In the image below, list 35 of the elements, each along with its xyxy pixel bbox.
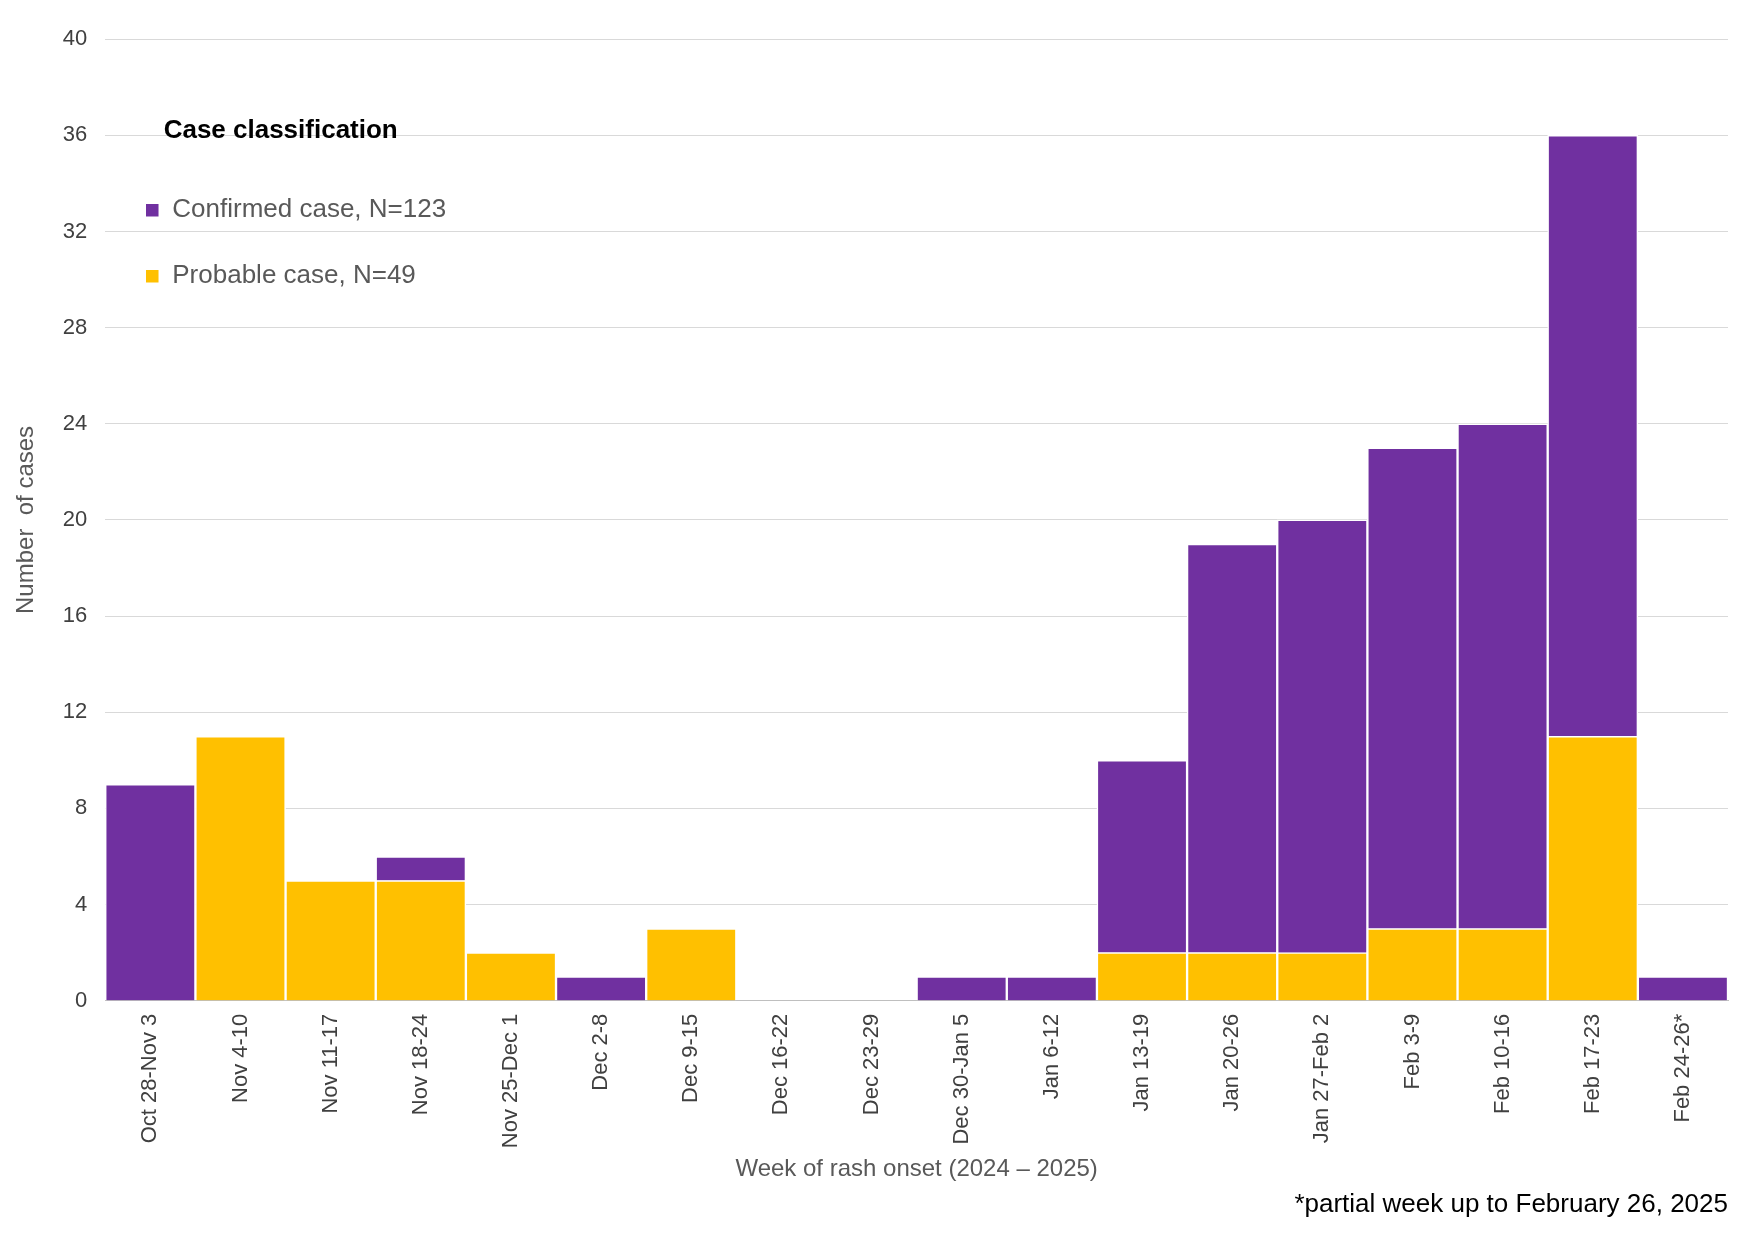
legend-title: Case classification: [163, 114, 398, 145]
legend-label: Probable case, N=49: [172, 259, 416, 290]
x-tick-label: Dec 2-8: [587, 1013, 613, 1091]
x-tick-label: Jan 6-12: [1037, 1013, 1063, 1100]
x-tick-label: Jan 13-19: [1128, 1013, 1154, 1112]
x-tick-label: Nov 18-24: [406, 1013, 432, 1116]
y-tick-label: 28: [62, 313, 88, 339]
x-tick-label: Dec 16-22: [767, 1013, 793, 1116]
x-tick-label: Feb 24-26*: [1668, 1013, 1694, 1123]
x-tick-label: Feb 10-16: [1488, 1013, 1514, 1114]
x-tick-label: Jan 27-Feb 2: [1308, 1013, 1334, 1144]
x-tick-label: Feb 3-9: [1398, 1013, 1424, 1090]
x-tick-label: Nov 11-17: [316, 1013, 342, 1114]
x-tick-label: Nov 4-10: [226, 1013, 252, 1103]
y-axis-title: Number of cases: [11, 425, 39, 614]
x-tick-label: Dec 30-Jan 5: [947, 1013, 973, 1145]
y-tick-label: 16: [62, 602, 88, 628]
x-tick-label: Dec 23-29: [857, 1013, 883, 1116]
y-tick-label: 12: [62, 698, 88, 724]
text: *partial week up to February 26, 2025: [1293, 1188, 1729, 1219]
x-tick-label: Dec 9-15: [677, 1013, 703, 1103]
x-tick-label: Jan 20-26: [1218, 1013, 1244, 1112]
y-tick-label: 20: [62, 506, 88, 532]
y-tick-label: 24: [62, 409, 88, 435]
x-tick-label: Oct 28-Nov 3: [136, 1013, 162, 1144]
legend-label: Confirmed case, N=123: [172, 193, 447, 224]
x-tick-label: Feb 17-23: [1578, 1013, 1604, 1114]
y-tick-label: 0: [75, 986, 88, 1012]
y-tick-label: 32: [62, 217, 88, 243]
x-tick-label: Nov 25-Dec 1: [497, 1013, 523, 1149]
y-tick-label: 40: [62, 25, 88, 51]
y-tick-label: 36: [62, 121, 88, 147]
x-axis-title: Week of rash onset (2024 – 2025): [735, 1154, 1098, 1182]
y-tick-label: 4: [75, 890, 88, 916]
y-tick-label: 8: [75, 794, 88, 820]
